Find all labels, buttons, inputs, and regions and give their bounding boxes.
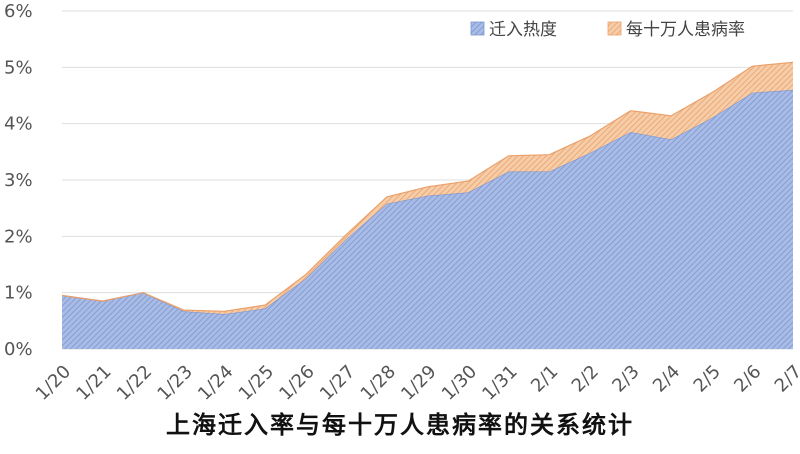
x-axis-ticks: 1/201/211/221/231/241/251/261/271/281/29…	[32, 361, 800, 404]
x-tick-label: 1/24	[194, 361, 237, 404]
y-tick-label: 6%	[4, 1, 33, 22]
x-tick-label: 1/29	[397, 361, 440, 404]
legend: 迁入热度 每十万人患病率	[470, 20, 745, 40]
area-series-1	[62, 89, 793, 350]
x-tick-label: 2/2	[568, 361, 603, 396]
y-tick-label: 1%	[4, 283, 33, 304]
legend-swatch	[607, 21, 622, 36]
y-axis-ticks: 0% 1% 2% 3% 4% 5% 6%	[4, 1, 33, 360]
x-tick-label: 1/25	[235, 361, 278, 404]
x-tick-label: 1/21	[72, 361, 115, 404]
x-tick-label: 1/28	[357, 361, 400, 404]
chart-title: 上海迁入率与每十万人患病率的关系统计	[166, 411, 634, 439]
area-series-2-edge	[61, 61, 794, 312]
x-tick-label: 2/5	[690, 361, 725, 396]
area-series-2	[62, 62, 793, 315]
x-tick-label: 1/31	[478, 361, 521, 404]
x-tick-label: 2/1	[527, 361, 562, 396]
area-series	[61, 61, 794, 350]
y-tick-label: 2%	[4, 226, 33, 247]
y-tick-label: 5%	[4, 57, 33, 78]
x-tick-label: 1/27	[316, 361, 359, 404]
x-tick-label: 2/4	[649, 361, 684, 396]
x-tick-label: 1/23	[153, 361, 196, 404]
x-tick-label: 2/3	[608, 361, 643, 396]
y-tick-label: 3%	[4, 170, 33, 191]
x-tick-label: 1/22	[113, 361, 156, 404]
y-tick-label: 0%	[4, 339, 33, 360]
x-tick-label: 2/7	[771, 361, 800, 396]
x-tick-label: 1/20	[32, 361, 75, 404]
y-tick-label: 4%	[4, 114, 33, 135]
x-tick-label: 1/26	[275, 361, 318, 404]
legend-swatch	[470, 21, 485, 36]
legend-label: 迁入热度	[489, 20, 557, 40]
legend-label: 每十万人患病率	[626, 20, 745, 40]
x-tick-label: 1/30	[438, 361, 481, 404]
x-tick-label: 2/6	[730, 361, 765, 396]
